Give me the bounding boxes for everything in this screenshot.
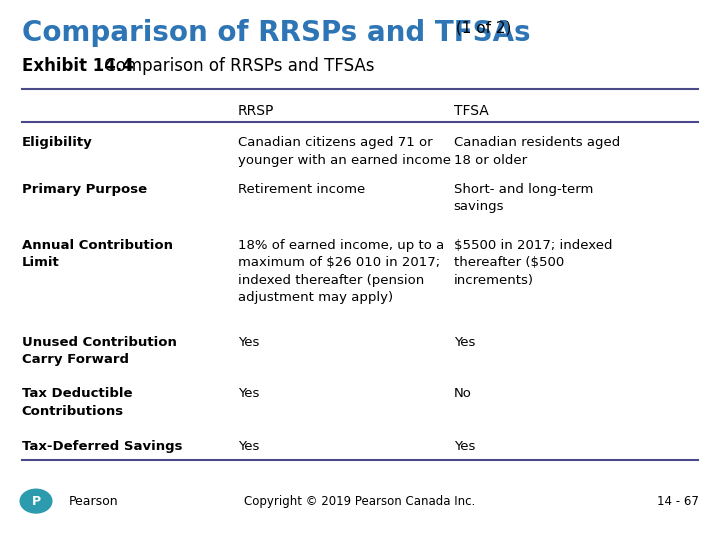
Text: Yes: Yes (454, 336, 475, 349)
Text: Primary Purpose: Primary Purpose (22, 183, 147, 195)
Text: RRSP: RRSP (238, 104, 274, 118)
Text: 18% of earned income, up to a
maximum of $26 010 in 2017;
indexed thereafter (pe: 18% of earned income, up to a maximum of… (238, 239, 444, 304)
Text: P: P (32, 495, 40, 508)
Text: (1 of 2): (1 of 2) (451, 21, 512, 36)
Text: Yes: Yes (454, 440, 475, 453)
Text: Copyright © 2019 Pearson Canada Inc.: Copyright © 2019 Pearson Canada Inc. (244, 495, 476, 508)
Text: Pearson: Pearson (69, 495, 119, 508)
Text: Yes: Yes (238, 440, 259, 453)
Text: Canadian residents aged
18 or older: Canadian residents aged 18 or older (454, 136, 620, 166)
Text: Yes: Yes (238, 387, 259, 400)
Text: Canadian citizens aged 71 or
younger with an earned income: Canadian citizens aged 71 or younger wit… (238, 136, 451, 166)
Text: Tax-Deferred Savings: Tax-Deferred Savings (22, 440, 182, 453)
Text: Yes: Yes (238, 336, 259, 349)
Text: Tax Deductible
Contributions: Tax Deductible Contributions (22, 387, 132, 417)
Text: 14 - 67: 14 - 67 (657, 495, 698, 508)
Text: $5500 in 2017; indexed
thereafter ($500
increments): $5500 in 2017; indexed thereafter ($500 … (454, 239, 612, 287)
Text: Comparison of RRSPs and TFSAs: Comparison of RRSPs and TFSAs (22, 19, 530, 47)
Text: TFSA: TFSA (454, 104, 488, 118)
Text: Comparison of RRSPs and TFSAs: Comparison of RRSPs and TFSAs (99, 57, 375, 75)
Text: Annual Contribution
Limit: Annual Contribution Limit (22, 239, 173, 269)
Text: Eligibility: Eligibility (22, 136, 92, 149)
Text: Retirement income: Retirement income (238, 183, 365, 195)
Circle shape (20, 489, 52, 513)
Text: Short- and long-term
savings: Short- and long-term savings (454, 183, 593, 213)
Text: No: No (454, 387, 472, 400)
Text: Exhibit 14.4: Exhibit 14.4 (22, 57, 133, 75)
Text: Unused Contribution
Carry Forward: Unused Contribution Carry Forward (22, 336, 176, 366)
